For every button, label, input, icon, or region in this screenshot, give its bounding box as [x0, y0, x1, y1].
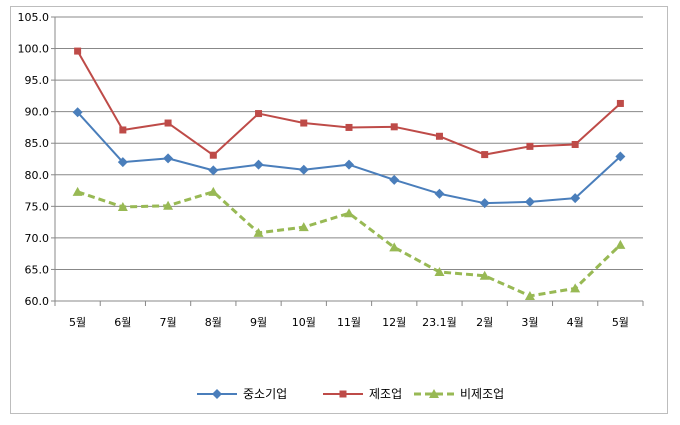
data-point: [570, 283, 581, 293]
data-point: [164, 119, 172, 127]
data-point: [570, 193, 581, 204]
data-point: [253, 227, 264, 237]
x-tick-label: 6월: [114, 316, 131, 329]
data-point: [117, 201, 128, 211]
data-point: [72, 186, 83, 196]
series-square: [74, 47, 624, 159]
data-point: [298, 164, 309, 175]
legend-label: 중소기업: [243, 387, 287, 401]
x-tick-labels: 5월 6월 7월 8월 9월 10월 11월 12월 23.1월 2월 3월 4월 5월: [69, 316, 629, 329]
series-line: [77, 190, 622, 298]
series-line: [76, 50, 622, 157]
data-point: [163, 153, 174, 164]
data-point: [344, 208, 354, 218]
axes: [51, 16, 644, 306]
y-tick-label: 95.0: [25, 74, 50, 87]
legend: 중소기업 제조업 비제조업: [197, 387, 504, 401]
legend-item: 비제조업: [414, 387, 504, 401]
data-point: [479, 270, 490, 280]
x-tick-label: 10월: [292, 316, 316, 329]
data-point: [163, 200, 174, 210]
legend-marker: [212, 389, 222, 399]
data-point: [117, 157, 128, 168]
y-tick-label: 75.0: [25, 200, 50, 213]
data-point: [615, 239, 626, 249]
data-point: [344, 159, 354, 170]
legend-item: 제조업: [323, 387, 402, 401]
x-tick-label: 8월: [205, 316, 222, 329]
chart-frame: 60.0 65.0 70.0 75.0 80.0 85.0 90.0 95.0 100.0 105…: [10, 6, 668, 414]
data-point: [526, 142, 534, 150]
y-tick-label: 90.0: [25, 106, 50, 119]
x-tick-label: 11월: [337, 316, 361, 329]
legend-label: 비제조업: [460, 387, 504, 401]
data-point: [119, 126, 127, 134]
data-point: [74, 47, 82, 55]
line-chart: 60.0 65.0 70.0 75.0 80.0 85.0 90.0 95.0 100.0 105…: [18, 11, 644, 401]
data-point: [616, 99, 624, 107]
data-point: [253, 159, 264, 170]
y-tick-label: 65.0: [25, 263, 50, 276]
x-tick-label: 12월: [382, 316, 406, 329]
data-point: [434, 188, 445, 199]
x-tick-label: 3월: [521, 316, 538, 329]
x-tick-label: 4월: [567, 316, 584, 329]
x-tick-label: 5월: [612, 316, 629, 329]
y-tick-label: 85.0: [25, 137, 50, 150]
series-triangle: [72, 186, 626, 300]
data-point: [298, 222, 309, 232]
data-point: [571, 140, 579, 148]
legend-marker: [429, 389, 439, 398]
x-tick-label: 2월: [476, 316, 493, 329]
data-point: [389, 174, 400, 185]
data-point: [434, 266, 445, 276]
x-tick-label: 5월: [69, 316, 86, 329]
x-tick-label: 7월: [160, 316, 177, 329]
legend-item: 중소기업: [197, 387, 287, 401]
data-point: [300, 119, 308, 127]
data-point: [615, 151, 626, 162]
series-lines: [72, 47, 626, 300]
y-tick-labels: 60.0 65.0 70.0 75.0 80.0 85.0 90.0 95.0 100.0 105…: [18, 11, 50, 308]
data-point: [255, 110, 263, 118]
x-tick-label: 23.1월: [422, 316, 457, 329]
x-tick-label: 9월: [250, 316, 267, 329]
legend-label: 제조업: [369, 387, 402, 401]
y-tick-label: 100.0: [18, 43, 50, 56]
data-point: [208, 165, 219, 176]
legend-marker: [339, 390, 347, 398]
data-point: [345, 123, 353, 131]
y-tick-label: 105.0: [18, 11, 50, 24]
data-point: [389, 242, 400, 252]
data-point: [72, 107, 83, 118]
data-point: [209, 151, 217, 159]
data-point: [208, 186, 219, 196]
y-tick-label: 80.0: [25, 169, 50, 182]
data-point: [390, 123, 398, 131]
data-point: [435, 132, 443, 140]
data-point: [524, 290, 535, 300]
y-tick-label: 60.0: [25, 295, 50, 308]
data-point: [524, 196, 535, 207]
gridlines: [55, 16, 643, 270]
series-diamond: [72, 107, 626, 209]
data-point: [481, 151, 489, 159]
y-tick-label: 70.0: [25, 232, 50, 245]
data-point: [479, 198, 490, 209]
